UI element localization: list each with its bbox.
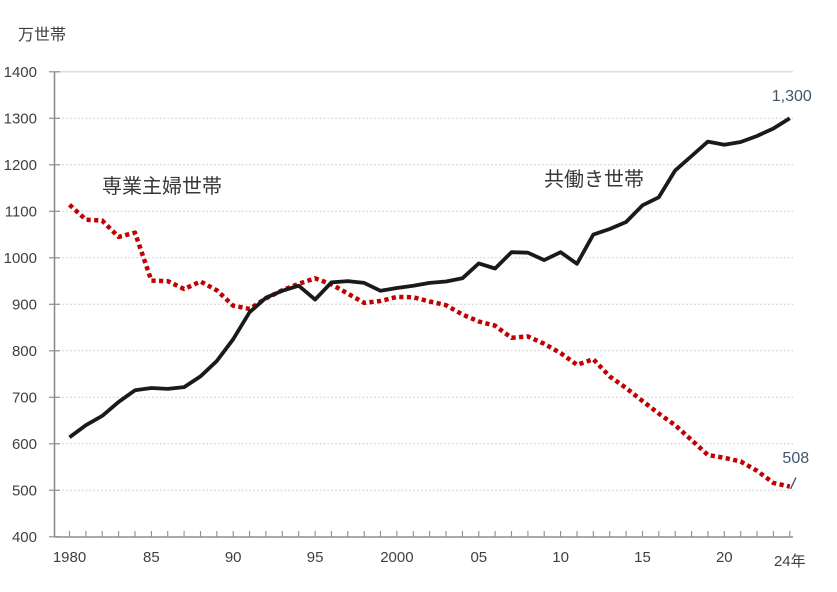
y-tick-label: 600 [12,436,37,453]
x-tick-label: 20 [716,549,733,566]
y-tick-label: 700 [12,389,37,406]
x-tick-label: 1980 [53,549,86,566]
y-tick-label: 1100 [5,203,37,220]
x-tick-label: 95 [307,549,324,566]
series-line-sengyo-shufu [67,203,791,489]
leader-slash [789,477,797,490]
series-label-sengyo-shufu: 専業主婦世帯 [102,176,222,198]
x-tick-label: 2000 [380,549,413,566]
series-label-tomobataraki: 共働き世帯 [544,169,644,191]
y-tick-label: 400 [12,529,37,546]
y-tick-label: 800 [12,343,37,360]
y-tick-label: 500 [12,482,37,499]
annotation-final-value-sengyo-shufu: 508 [782,450,810,467]
y-tick-label: 1000 [4,250,37,267]
x-tick-label: 05 [470,549,487,566]
series-line-tomobataraki [68,116,791,439]
x-tick-label: 85 [143,549,160,566]
y-tick-label: 900 [12,296,37,313]
y-tick-label: 1200 [4,157,37,174]
y-tick-label: 1300 [4,110,37,127]
y-tick-label: 1400 [4,64,37,81]
x-tick-label: 24年 [774,553,806,570]
x-tick-label: 10 [552,549,569,566]
y-axis-unit-label: 万世帯 [18,27,67,44]
x-tick-label: 15 [634,549,651,566]
x-tick-label: 90 [225,549,242,566]
annotation-final-value-tomobataraki: 1,300 [771,88,812,105]
